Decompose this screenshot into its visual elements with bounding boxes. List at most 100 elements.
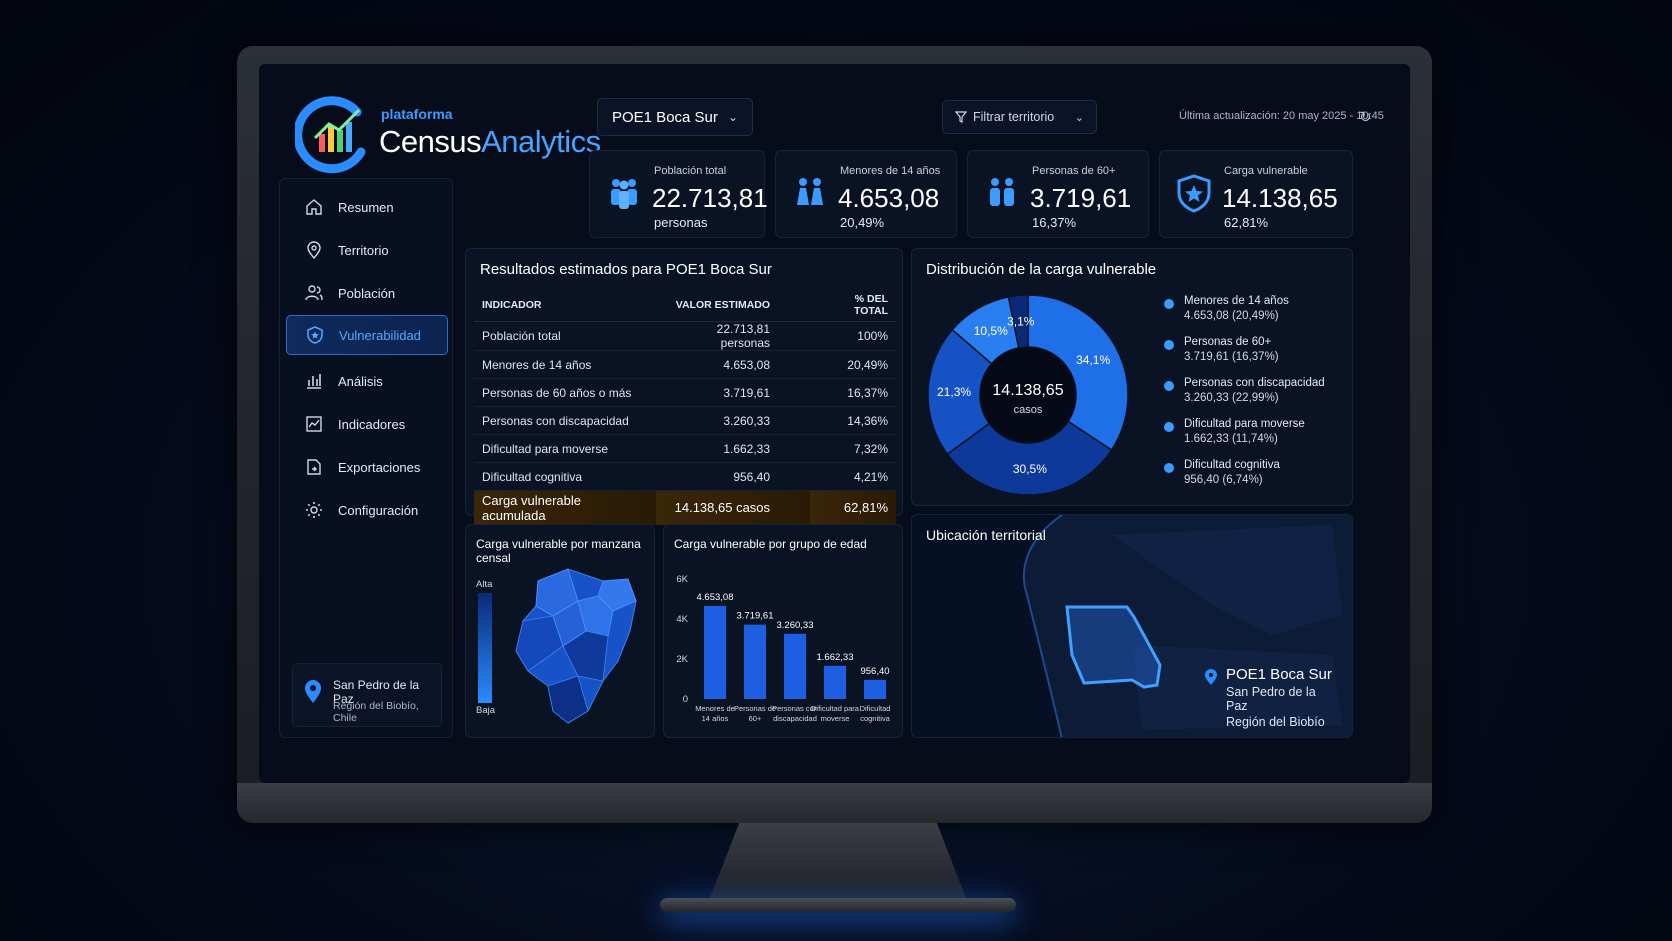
kpi-value: 3.719,61 [1030, 183, 1132, 213]
sidebar-item-analisis[interactable]: Análisis [286, 361, 448, 401]
bar-value-label: 3.260,33 [777, 620, 814, 631]
filter-icon [955, 111, 967, 123]
table-cell: Dificultad cognitiva [474, 462, 657, 491]
filter-territory-button[interactable]: Filtrar territorio ⌄ [942, 100, 1097, 134]
table-cell: Dificultad para moverse [474, 434, 657, 463]
total-row: Carga vulnerable acumulada 14.138,65 caso… [474, 490, 896, 525]
sidebar-item-label: Vulnerabilidad [339, 327, 421, 343]
bar[interactable] [784, 633, 806, 699]
legend-label: Personas de 60+ [1184, 336, 1272, 348]
kpi-label: Carga vulnerable [1224, 165, 1308, 177]
legend-label: Menores de 14 años [1184, 295, 1289, 307]
category-label: Menores de 14 años [695, 704, 735, 723]
location-name: San Pedro de la Paz [333, 678, 420, 706]
legend-label: Personas con discapacidad [1184, 377, 1325, 389]
table-cell: 956,40 [656, 462, 811, 491]
monitor-stand-base [660, 898, 1016, 912]
results-table: INDICADOR VALOR ESTIMADO % DEL TOTAL Pob… [474, 289, 896, 525]
area-select[interactable]: POE1 Boca Sur ⌄ [597, 98, 753, 136]
sidebar-item-resumen[interactable]: Resumen [286, 187, 448, 227]
bar[interactable] [704, 605, 726, 699]
category-label: Personas con discapacidad [772, 704, 818, 723]
sidebar-item-vulnerabilidad[interactable]: Vulnerabilidad [286, 315, 448, 355]
table-cell: 7,32% [810, 434, 896, 463]
table-cell: 14,36% [810, 406, 896, 435]
donut-slice-label: 3,1% [1007, 314, 1035, 328]
table-cell: 16,37% [810, 378, 896, 407]
donut-slice-label: 30,5% [1013, 462, 1047, 476]
y-tick-label: 6K [676, 574, 688, 585]
kpi-under-14: Menores de 14 años 4.653,08 20,49% [775, 150, 957, 238]
indicators-icon [306, 416, 322, 432]
sidebar-item-label: Exportaciones [338, 459, 421, 475]
logo-title: CensusAnalytics [379, 124, 601, 160]
refresh-icon[interactable]: ↻ [1359, 109, 1372, 126]
logo-subtitle: plataforma [381, 106, 453, 122]
bar-value-label: 1.662,33 [817, 652, 854, 663]
sidebar-item-indicadores[interactable]: Indicadores [286, 404, 448, 444]
table-cell: 3.719,61 [656, 378, 811, 407]
app-logo: plataforma CensusAnalytics [295, 94, 601, 174]
legend-swatch [1164, 340, 1174, 350]
area-select-value: POE1 Boca Sur [612, 108, 718, 126]
donut-title: Distribución de la carga vulnerable [926, 261, 1157, 278]
table-row[interactable]: Dificultad para moverse 1.662,33 7,32% [474, 434, 896, 463]
legend-swatch [1164, 299, 1174, 309]
legend-value: 956,40 (6,74%) [1184, 474, 1263, 486]
logo-title-a: Census [379, 124, 482, 159]
bar[interactable] [744, 624, 766, 699]
category-label: Personas de 60+ [734, 704, 776, 723]
legend-item: Dificultad para moverse 1.662,33 (11,74%) [1164, 418, 1344, 459]
heatmap-color-scale [478, 593, 492, 703]
shield-star-icon [1177, 174, 1211, 213]
kpi-label: Personas de 60+ [1032, 165, 1116, 177]
heatmap-low-label: Baja [476, 705, 496, 716]
bar[interactable] [824, 665, 846, 699]
table-cell: 3.260,33 [656, 406, 811, 435]
category-label: Dificultad cognitiva [860, 704, 891, 723]
export-icon [307, 459, 321, 475]
chevron-down-icon: ⌄ [727, 110, 738, 124]
map-title: Ubicación territorial [926, 527, 1046, 543]
donut-chart: 34,1% 30,5% 21,3% 10,5%3,1% 14.138,65 casos [927, 294, 1129, 496]
dashboard-screen: plataforma CensusAnalytics POE1 Boca Sur… [259, 64, 1410, 783]
map-panel[interactable]: Ubicación territorial POE1 Boca Sur San … [911, 514, 1353, 738]
table-row[interactable]: Personas de 60 años o más 3.719,61 16,37% [474, 378, 896, 407]
table-row[interactable]: Dificultad cognitiva 956,40 4,21% [474, 462, 896, 491]
kpi-total-population: Población total 22.713,81 personas [589, 150, 768, 238]
monitor-stand [708, 823, 968, 903]
map-region: Región del Biobío [1226, 715, 1325, 729]
bar[interactable] [864, 679, 886, 699]
sidebar-item-label: Resumen [338, 199, 394, 215]
y-tick-label: 0 [683, 694, 688, 705]
table-cell: Personas de 60 años o más [474, 378, 657, 407]
kpi-sub: 16,37% [1032, 215, 1077, 230]
legend-value: 3.719,61 (16,37%) [1184, 351, 1279, 363]
sidebar-item-poblacion[interactable]: Población [286, 273, 448, 313]
table-cell: 4.653,08 [656, 350, 811, 379]
table-cell: Personas con discapacidad [474, 406, 657, 435]
table-row[interactable]: Población total 22.713,81 personas 100% [474, 321, 896, 351]
sidebar-item-territorio[interactable]: Territorio [286, 230, 448, 270]
sidebar-item-label: Indicadores [338, 416, 406, 432]
sidebar-item-label: Población [338, 285, 396, 301]
table-row[interactable]: Menores de 14 años 4.653,08 20,49% [474, 350, 896, 379]
sidebar-item-label: Análisis [338, 373, 383, 389]
legend-item: Personas de 60+ 3.719,61 (16,37%) [1164, 336, 1344, 377]
location-card: San Pedro de la Paz Región del Biobío, C… [292, 663, 442, 727]
column-header: VALOR ESTIMADO [656, 289, 811, 322]
map-pin-icon [307, 241, 321, 260]
donut-center-label: casos [1014, 404, 1043, 416]
map-area-name: POE1 Boca Sur [1226, 666, 1332, 683]
sidebar-item-configuracion[interactable]: Configuración [286, 490, 448, 530]
filter-label: Filtrar territorio [973, 110, 1055, 124]
y-tick-label: 2K [676, 654, 688, 665]
legend-value: 1.662,33 (11,74%) [1184, 433, 1278, 445]
kpi-label: Menores de 14 años [840, 165, 941, 177]
home-icon [306, 199, 322, 215]
sidebar-item-exportaciones[interactable]: Exportaciones [286, 447, 448, 487]
table-row[interactable]: Personas con discapacidad 3.260,33 14,36% [474, 406, 896, 435]
logo-icon [295, 96, 366, 174]
table-cell: 100% [810, 321, 896, 351]
column-header: INDICADOR [474, 289, 657, 322]
